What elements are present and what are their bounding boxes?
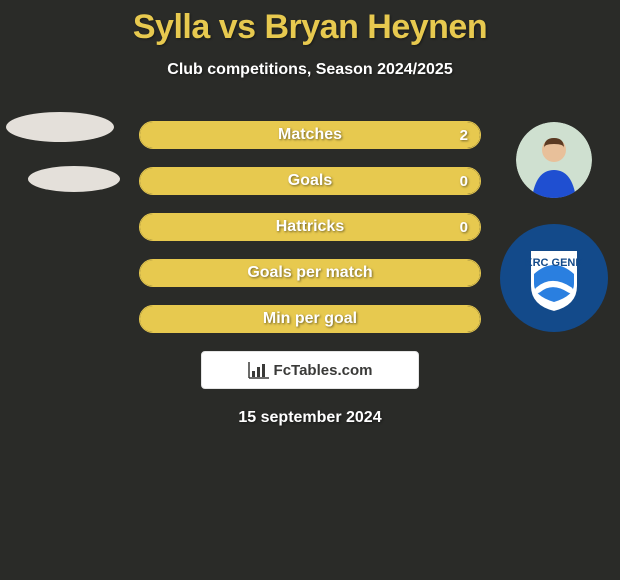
subtitle: Club competitions, Season 2024/2025 — [0, 61, 620, 79]
branding-inner: FcTables.com — [248, 361, 373, 379]
stat-label: Goals per match — [140, 264, 480, 282]
stat-value-right: 0 — [460, 219, 468, 236]
avatar-placeholder-ellipse — [6, 112, 114, 142]
stat-bar: Min per goal — [139, 305, 481, 333]
stat-value-right: 0 — [460, 173, 468, 190]
player-left-avatar — [6, 112, 120, 192]
club-right-badge: KRC GENK — [500, 224, 608, 332]
stat-label: Hattricks — [140, 218, 480, 236]
badge-text: KRC GENK — [525, 257, 584, 269]
stat-label: Matches — [140, 126, 480, 144]
stat-bar: Goals 0 — [139, 167, 481, 195]
stat-label: Goals — [140, 172, 480, 190]
page-title: Sylla vs Bryan Heynen — [0, 0, 620, 47]
stat-value-right: 2 — [460, 127, 468, 144]
comparison-card: Sylla vs Bryan Heynen Club competitions,… — [0, 0, 620, 580]
genk-badge-icon: KRC GENK — [500, 224, 608, 332]
branding-text: FcTables.com — [274, 362, 373, 379]
bar-chart-icon — [248, 361, 270, 379]
stat-bar: Matches 2 — [139, 121, 481, 149]
stat-bar: Goals per match — [139, 259, 481, 287]
player-right-avatar — [516, 122, 592, 198]
stat-label: Min per goal — [140, 310, 480, 328]
player-photo-icon — [516, 122, 592, 198]
date-text: 15 september 2024 — [0, 409, 620, 427]
avatar-placeholder-ellipse — [28, 166, 120, 192]
stat-bar: Hattricks 0 — [139, 213, 481, 241]
branding-box[interactable]: FcTables.com — [201, 351, 419, 389]
